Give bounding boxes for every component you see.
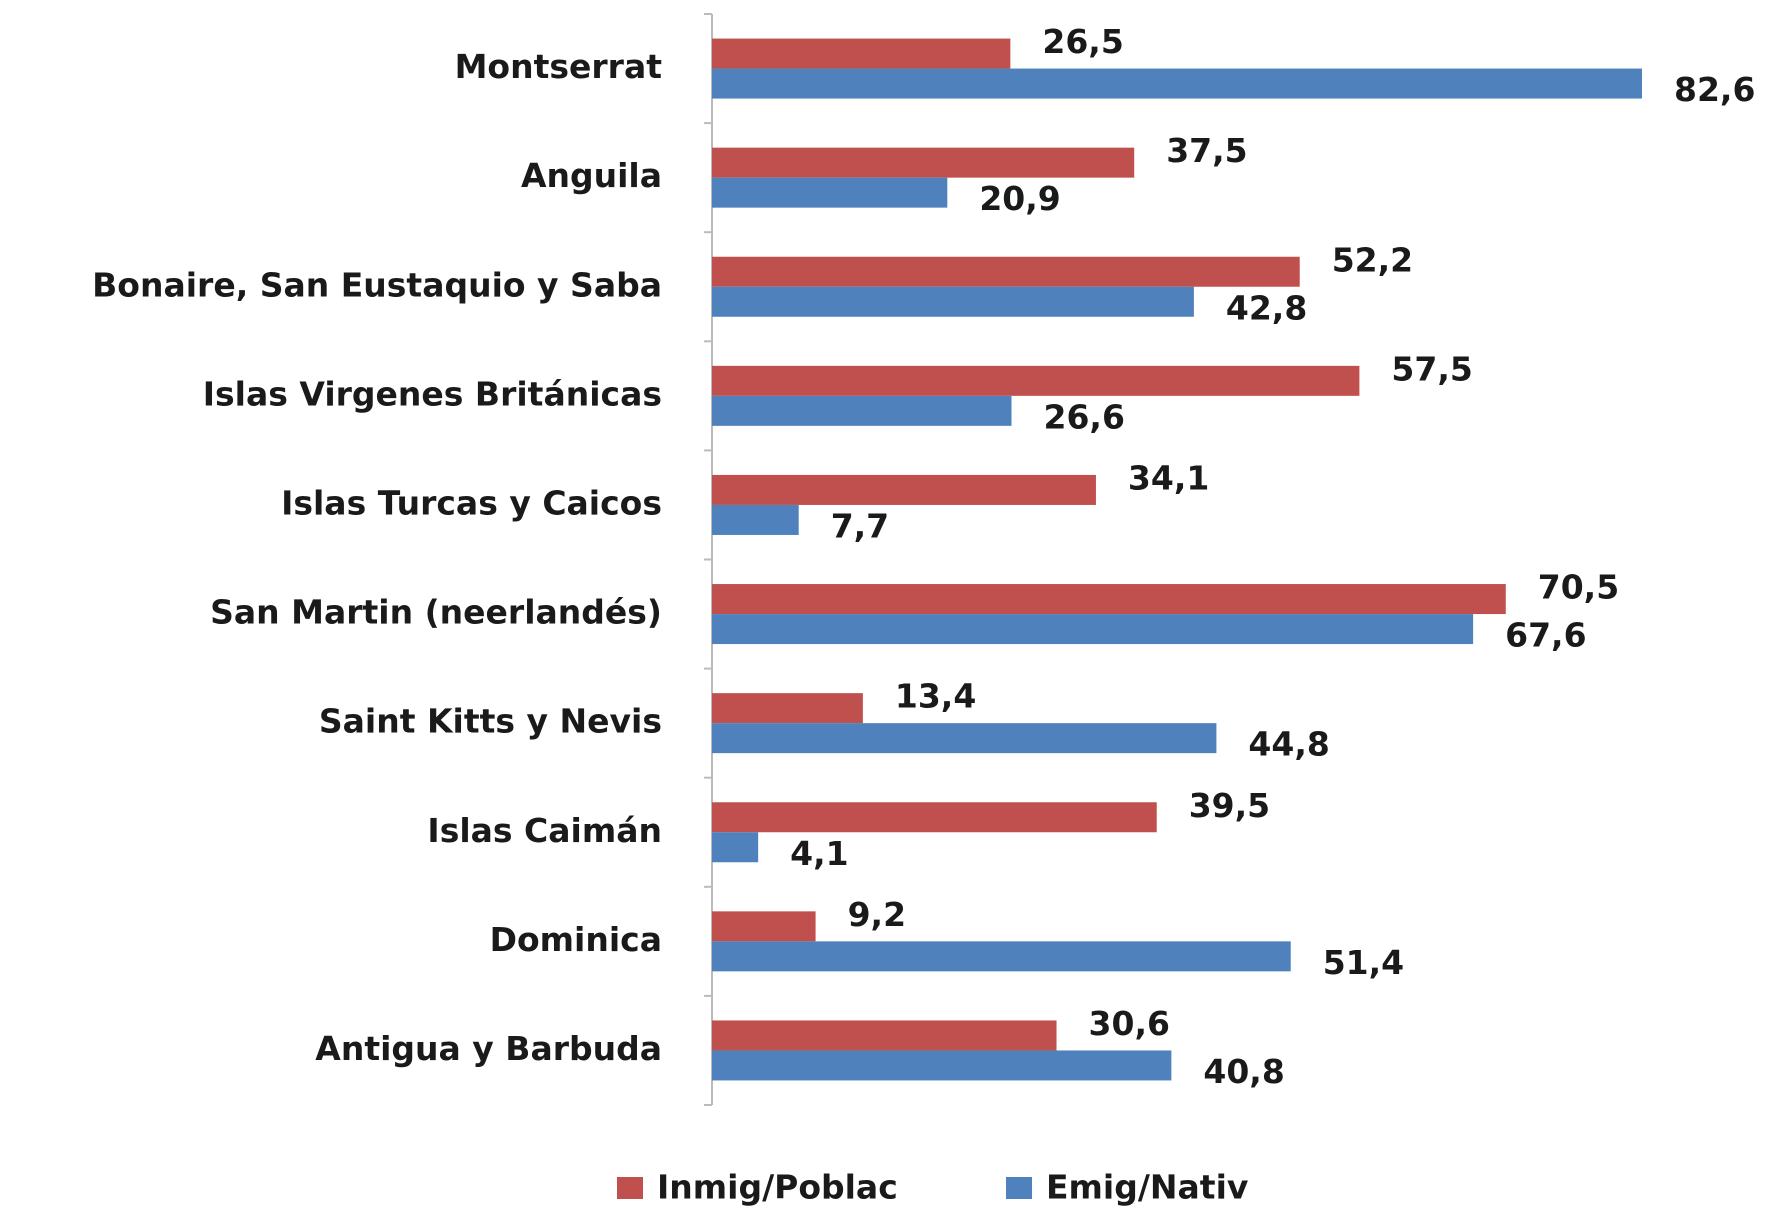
data-label: 67,6 bbox=[1505, 616, 1586, 655]
bar bbox=[712, 395, 1012, 426]
bar bbox=[712, 802, 1157, 833]
bar bbox=[712, 941, 1291, 972]
bar bbox=[712, 723, 1217, 754]
category-label: Montserrat bbox=[455, 47, 663, 86]
bar bbox=[712, 286, 1194, 317]
bar bbox=[712, 474, 1096, 505]
legend-swatch bbox=[617, 1177, 643, 1199]
data-label: 40,8 bbox=[1203, 1052, 1284, 1091]
data-label: 9,2 bbox=[848, 895, 906, 934]
data-label: 37,5 bbox=[1166, 131, 1247, 170]
data-label: 26,6 bbox=[1043, 397, 1124, 436]
data-label: 51,4 bbox=[1323, 943, 1404, 982]
data-label: 57,5 bbox=[1391, 349, 1472, 388]
bar bbox=[712, 365, 1360, 396]
category-label: Saint Kitts y Nevis bbox=[319, 702, 662, 741]
bar bbox=[712, 584, 1506, 615]
bar bbox=[712, 38, 1011, 69]
bar bbox=[712, 1020, 1057, 1051]
bar bbox=[712, 1050, 1172, 1081]
data-label: 44,8 bbox=[1248, 725, 1329, 764]
bar bbox=[712, 504, 799, 535]
data-label: 34,1 bbox=[1128, 458, 1209, 497]
data-label: 20,9 bbox=[979, 179, 1060, 218]
category-label: Islas Turcas y Caicos bbox=[281, 483, 662, 522]
data-label: 42,8 bbox=[1226, 288, 1307, 327]
data-label: 4,1 bbox=[790, 834, 848, 873]
bar bbox=[712, 147, 1135, 178]
category-label: San Martin (neerlandés) bbox=[210, 593, 662, 632]
bar bbox=[712, 177, 948, 208]
category-label: Dominica bbox=[490, 920, 662, 959]
category-label: Islas Caimán bbox=[427, 811, 662, 850]
bar bbox=[712, 693, 863, 724]
category-label: Antigua y Barbuda bbox=[315, 1029, 662, 1068]
legend-label: Inmig/Poblac bbox=[657, 1168, 898, 1207]
legend-label: Emig/Nativ bbox=[1046, 1168, 1249, 1207]
data-label: 39,5 bbox=[1189, 786, 1270, 825]
bar bbox=[712, 256, 1300, 287]
legend-swatch bbox=[1006, 1177, 1032, 1199]
category-label: Bonaire, San Eustaquio y Saba bbox=[92, 265, 662, 304]
category-label: Islas Virgenes Británicas bbox=[203, 374, 662, 413]
data-label: 7,7 bbox=[831, 506, 889, 545]
data-label: 70,5 bbox=[1538, 568, 1619, 607]
data-label: 26,5 bbox=[1042, 22, 1123, 61]
bar bbox=[712, 832, 759, 863]
data-label: 82,6 bbox=[1674, 70, 1755, 109]
bar bbox=[712, 68, 1642, 99]
bar bbox=[712, 614, 1474, 645]
data-label: 13,4 bbox=[895, 677, 976, 716]
category-label: Anguila bbox=[521, 156, 662, 195]
data-label: 30,6 bbox=[1089, 1004, 1170, 1043]
bar bbox=[712, 911, 816, 942]
data-label: 52,2 bbox=[1332, 240, 1413, 279]
